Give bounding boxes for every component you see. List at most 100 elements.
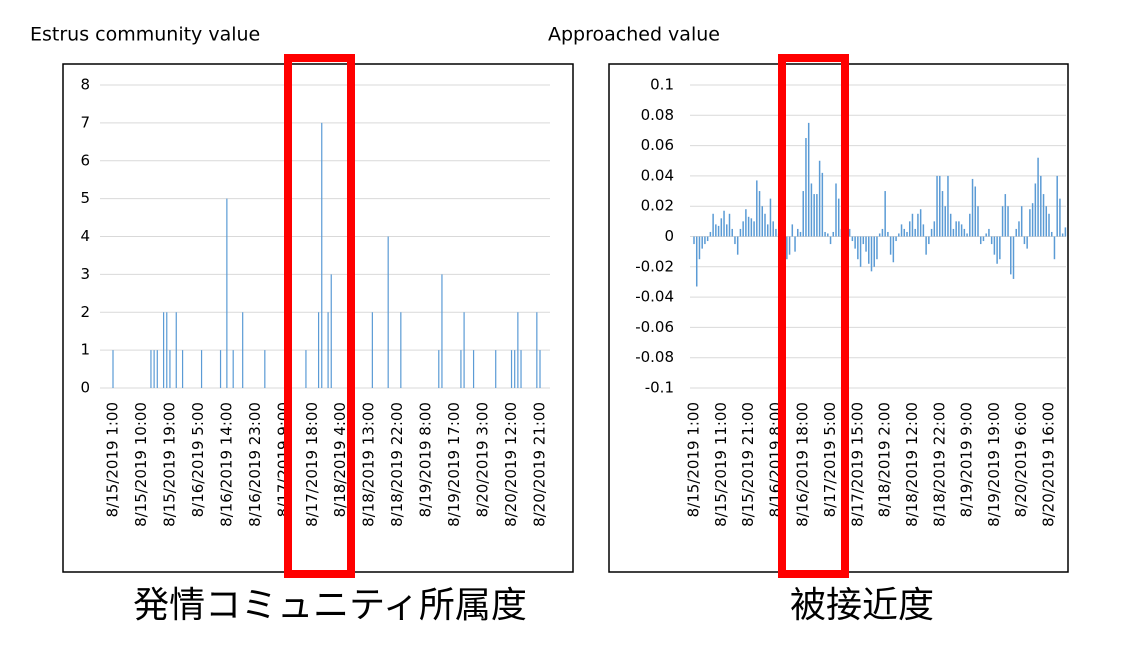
bar — [1050, 231, 1053, 237]
bar — [327, 312, 329, 388]
bar — [821, 172, 824, 237]
bar — [739, 228, 742, 237]
bar — [305, 350, 307, 388]
bar — [756, 180, 758, 237]
y-tick-label: -0.08 — [635, 348, 674, 366]
x-tick-label: 8/20/2019 6:00 — [1012, 402, 1030, 517]
x-tick-label: 8/19/2019 8:00 — [417, 402, 435, 517]
bar — [750, 218, 753, 237]
bar — [1059, 198, 1061, 237]
bar — [731, 228, 733, 237]
bar — [517, 312, 519, 388]
y-tick-label: 5 — [80, 189, 90, 207]
bar — [753, 221, 755, 237]
y-tick-label: 0 — [664, 227, 674, 245]
bar — [766, 224, 769, 237]
bar — [761, 206, 764, 237]
y-tick-label: 0 — [80, 379, 90, 397]
x-tick-label: 8/18/2019 13:00 — [360, 402, 378, 527]
x-tick-label: 8/15/2019 21:00 — [739, 402, 757, 527]
bar — [939, 175, 941, 237]
x-tick-label: 8/16/2019 5:00 — [189, 402, 207, 517]
bar — [930, 228, 933, 237]
bar — [873, 236, 875, 267]
bar — [150, 350, 152, 388]
bar — [1023, 236, 1026, 245]
bar — [181, 350, 184, 388]
bar — [536, 312, 538, 388]
bar — [960, 224, 963, 237]
bar — [969, 213, 971, 237]
bar — [400, 312, 402, 388]
bar — [835, 183, 837, 237]
bar — [1031, 203, 1034, 237]
bar — [990, 236, 993, 245]
bar — [857, 236, 859, 260]
bar — [698, 236, 701, 260]
bar — [510, 350, 513, 388]
bar — [734, 236, 736, 245]
bar — [1056, 175, 1058, 237]
bar — [764, 213, 766, 237]
x-tick-label: 8/17/2019 5:00 — [821, 402, 839, 517]
bar — [802, 191, 804, 237]
bar — [460, 350, 462, 388]
y-tick-label: 0.02 — [641, 197, 674, 215]
bar — [264, 350, 266, 388]
bar — [387, 236, 389, 388]
x-tick-label: 8/18/2019 12:00 — [903, 402, 921, 527]
right-caption: 被接近度 — [790, 585, 934, 626]
x-tick-label: 8/20/2019 12:00 — [502, 402, 520, 527]
bar — [1020, 206, 1023, 237]
bar — [758, 191, 761, 237]
bar — [371, 312, 373, 388]
bar — [925, 236, 927, 255]
x-tick-label: 8/17/2019 18:00 — [303, 402, 321, 527]
bar — [827, 233, 829, 237]
bar — [955, 221, 957, 237]
bar — [156, 350, 158, 388]
y-tick-label: 7 — [80, 113, 90, 131]
bar — [813, 194, 815, 237]
right-title: Approached value — [548, 24, 720, 46]
bar — [818, 160, 821, 237]
bar — [971, 178, 974, 237]
bar — [911, 213, 914, 237]
bar — [1018, 221, 1020, 237]
bar — [175, 312, 177, 388]
bar — [889, 236, 892, 255]
bar — [794, 236, 796, 252]
bar — [870, 236, 873, 272]
y-tick-label: 0.04 — [641, 166, 674, 184]
bar — [922, 224, 925, 237]
x-tick-label: 8/20/2019 21:00 — [531, 402, 549, 527]
bar — [928, 236, 930, 245]
x-tick-label: 8/19/2019 9:00 — [958, 402, 976, 517]
bar — [736, 236, 739, 255]
bar — [1029, 209, 1031, 237]
bar — [1040, 175, 1042, 237]
bar — [695, 236, 698, 287]
bar — [514, 350, 516, 388]
x-tick-label: 8/20/2019 3:00 — [474, 402, 492, 517]
bar — [495, 350, 497, 388]
bar — [892, 236, 895, 263]
bar — [868, 236, 870, 264]
bar — [791, 224, 794, 237]
bar — [1048, 213, 1050, 237]
bar — [1007, 206, 1009, 237]
bar — [1004, 194, 1007, 237]
bar — [463, 312, 465, 388]
bar — [330, 274, 332, 388]
bar — [829, 236, 832, 245]
y-tick-label: 8 — [80, 76, 90, 94]
bar — [917, 213, 919, 237]
y-tick-label: 3 — [80, 265, 90, 283]
bar — [903, 228, 906, 237]
bar — [851, 236, 854, 242]
bar — [952, 228, 955, 237]
bar — [900, 224, 903, 237]
bar — [993, 236, 996, 255]
bar — [539, 350, 541, 388]
bar — [876, 236, 878, 260]
